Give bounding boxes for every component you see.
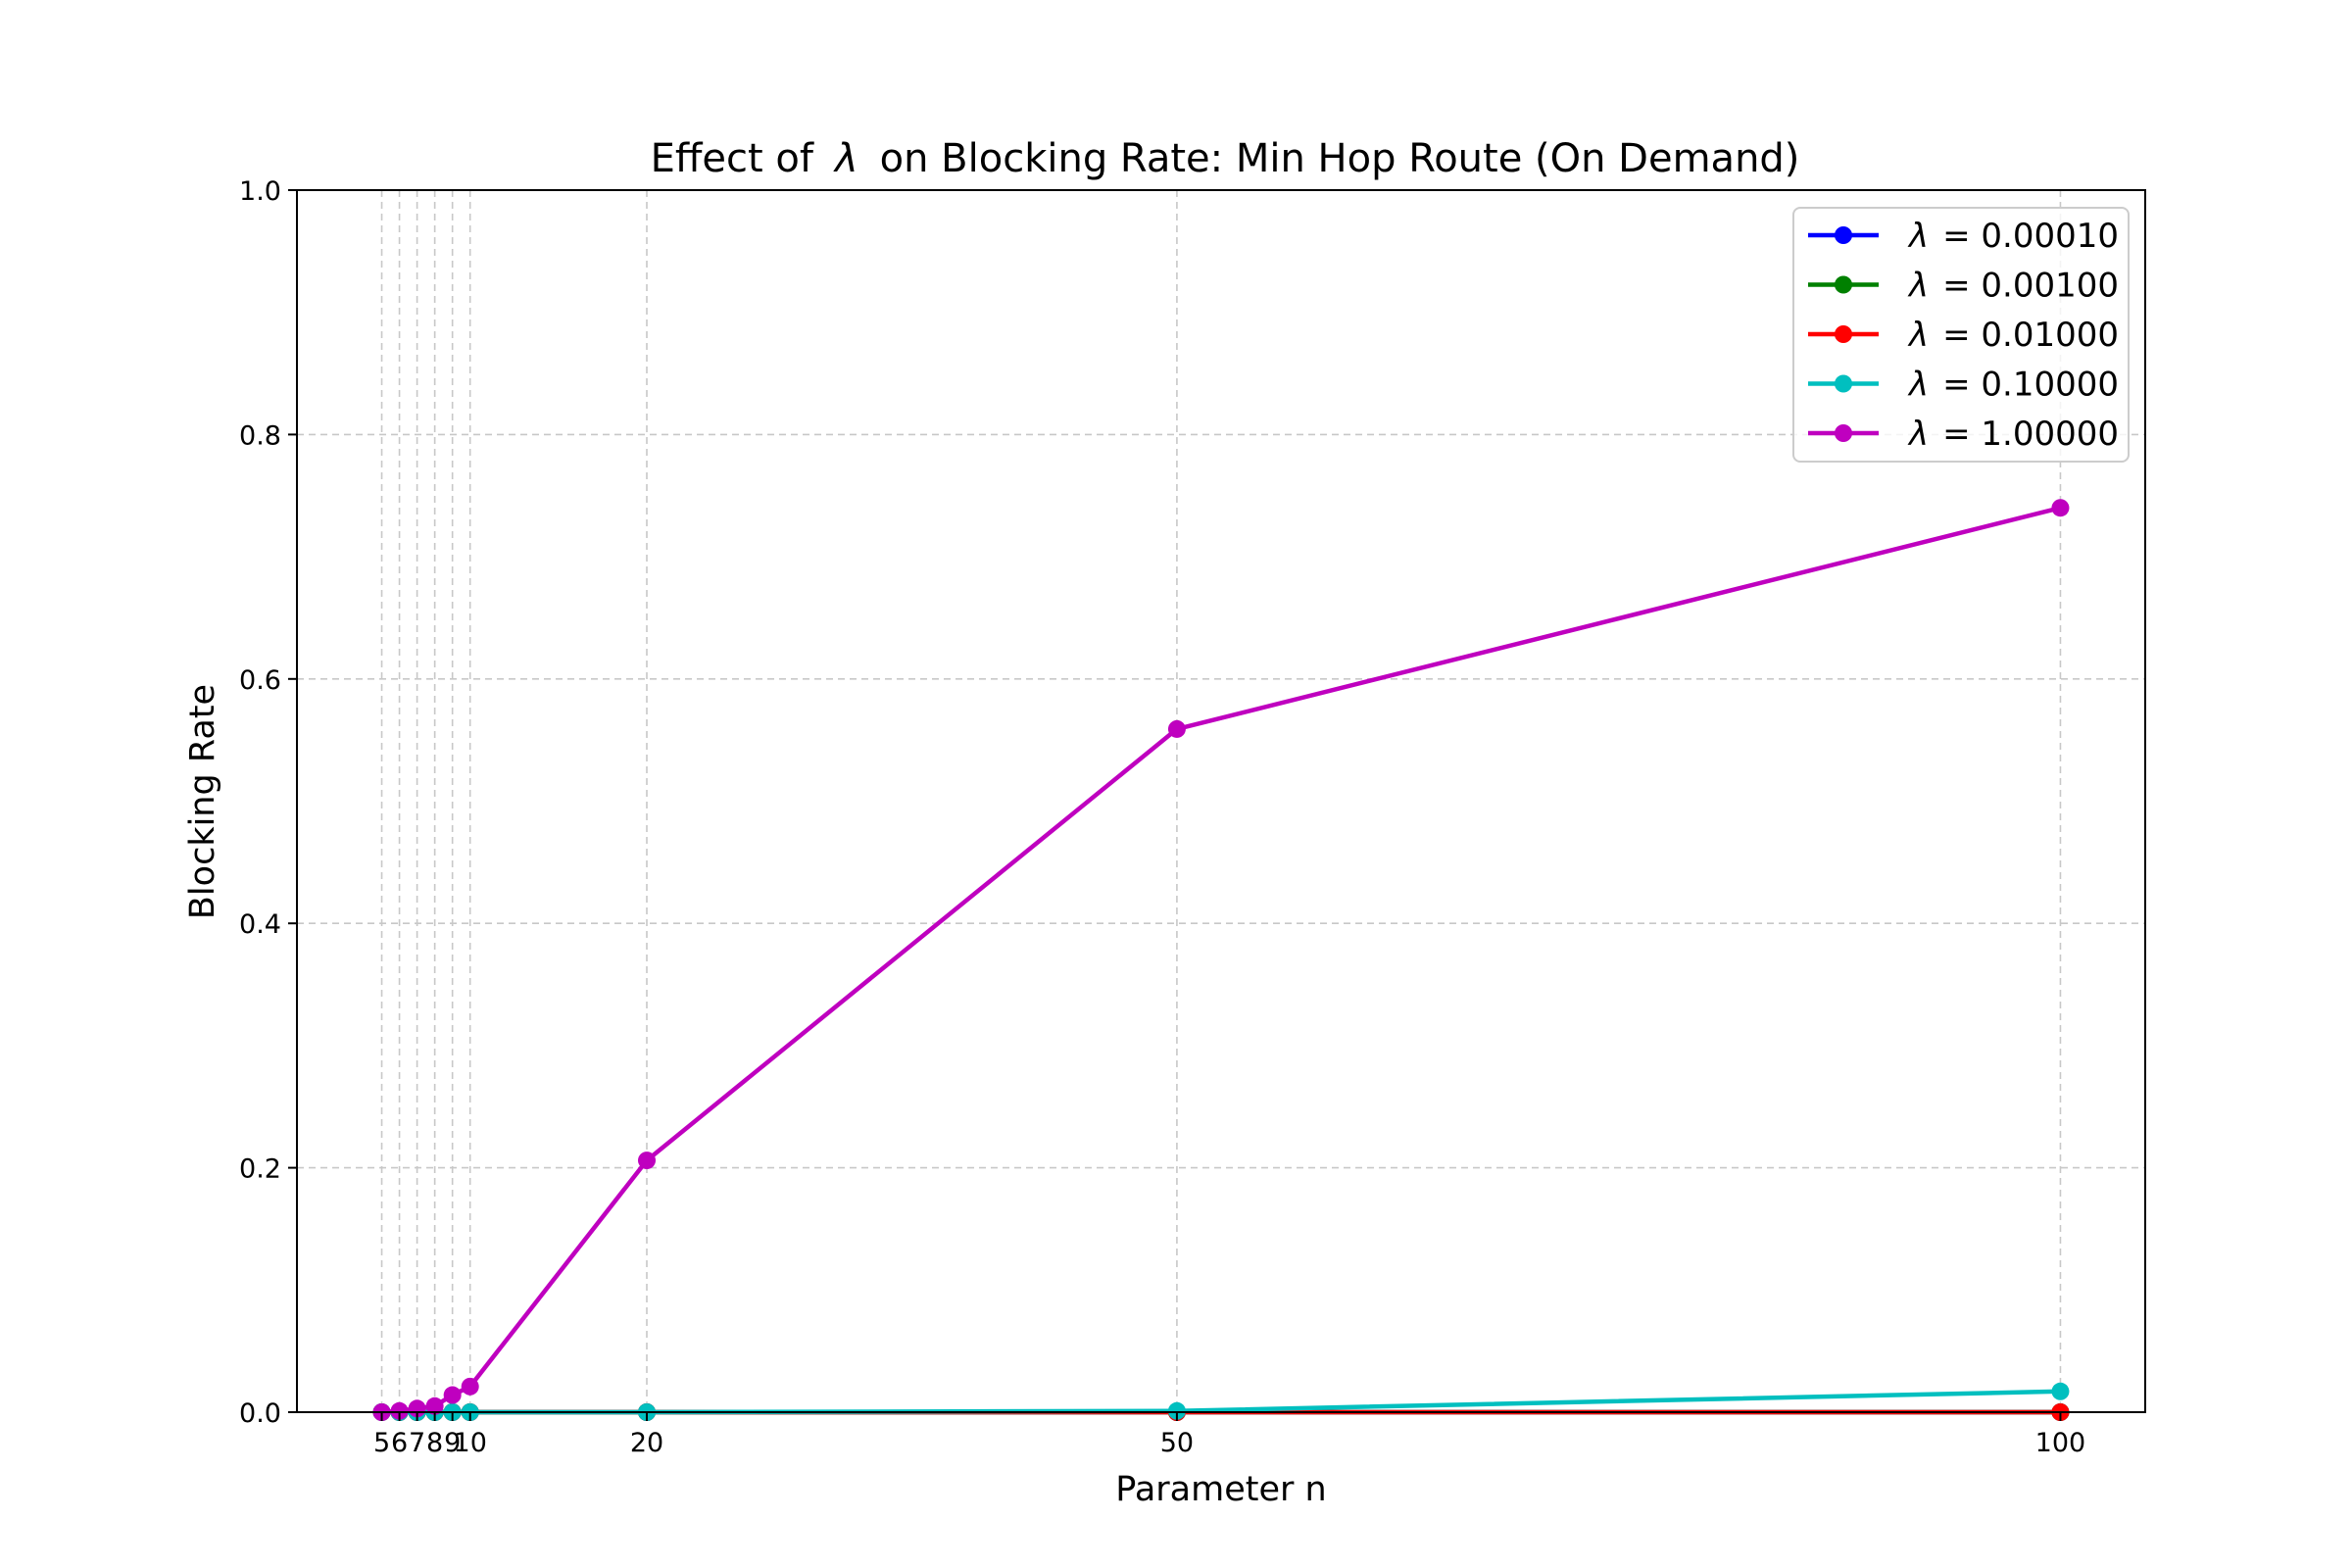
data-point xyxy=(2051,499,2070,517)
data-point xyxy=(638,1152,657,1170)
legend-item: λ = 0.00010 xyxy=(1808,217,2119,256)
chart-title-prefix: Effect of xyxy=(651,136,814,181)
data-point xyxy=(1167,1401,1186,1420)
legend-label: λ = 0.00100 xyxy=(1907,267,2119,306)
data-point xyxy=(461,1377,479,1396)
x-tick-label: 7 xyxy=(409,1428,425,1458)
data-point xyxy=(390,1401,409,1420)
x-axis-label: Parameter n xyxy=(1115,1470,1326,1509)
legend: λ = 0.00010 λ = 0.00100 λ = 0.01000 λ = 0.10000… xyxy=(1792,207,2130,463)
chart-title-symbol: λ xyxy=(833,136,858,181)
x-tick-label: 10 xyxy=(454,1428,487,1458)
legend-marker xyxy=(1835,275,1852,294)
x-tick-label: 50 xyxy=(1160,1428,1194,1458)
legend-label: λ = 0.00010 xyxy=(1907,217,2119,256)
x-tick-label: 8 xyxy=(426,1428,443,1458)
chart-title: Effect of λ on Blocking Rate: Min Hop Rout… xyxy=(651,136,1800,181)
y-tick-label: 0.4 xyxy=(239,909,281,940)
plot-frame xyxy=(296,189,2146,1413)
legend-marker xyxy=(1835,226,1852,244)
x-tick-label: 100 xyxy=(2035,1428,2086,1458)
chart-title-suffix: on Blocking Rate: Min Hop Route (On Dema… xyxy=(880,136,1800,181)
legend-item: λ = 0.01000 xyxy=(1808,316,2119,355)
data-point xyxy=(425,1396,444,1415)
x-tick-label: 20 xyxy=(630,1428,663,1458)
data-point xyxy=(443,1386,462,1404)
x-tick-label: 5 xyxy=(373,1428,390,1458)
legend-marker xyxy=(1835,325,1852,343)
legend-marker xyxy=(1835,424,1852,442)
y-tick-label: 1.0 xyxy=(239,176,281,207)
legend-item: λ = 0.00100 xyxy=(1808,267,2119,306)
data-point xyxy=(1167,719,1186,738)
y-axis-label: Blocking Rate xyxy=(183,684,222,919)
legend-box xyxy=(1792,207,2130,463)
legend-label: λ = 0.01000 xyxy=(1907,316,2119,355)
y-tick-label: 0.2 xyxy=(239,1154,281,1185)
legend-label: λ = 1.00000 xyxy=(1907,415,2119,454)
x-tick-label: 9 xyxy=(444,1428,461,1458)
y-tick-label: 0.6 xyxy=(239,665,281,696)
data-point xyxy=(2051,1382,2070,1400)
axis-ticks: 5 6 7 8 910 20 50 100 0.0 0.2 0.4 0.6 0.8 1.0 xyxy=(239,176,2085,1458)
legend-marker xyxy=(1835,374,1852,393)
legend-label: λ = 0.10000 xyxy=(1907,366,2119,405)
y-tick-label: 0.0 xyxy=(239,1398,281,1429)
x-tick-label: 6 xyxy=(391,1428,408,1458)
legend-item: λ = 0.10000 xyxy=(1808,366,2119,405)
y-tick-label: 0.8 xyxy=(239,420,281,451)
legend-item: λ = 1.00000 xyxy=(1808,415,2119,454)
